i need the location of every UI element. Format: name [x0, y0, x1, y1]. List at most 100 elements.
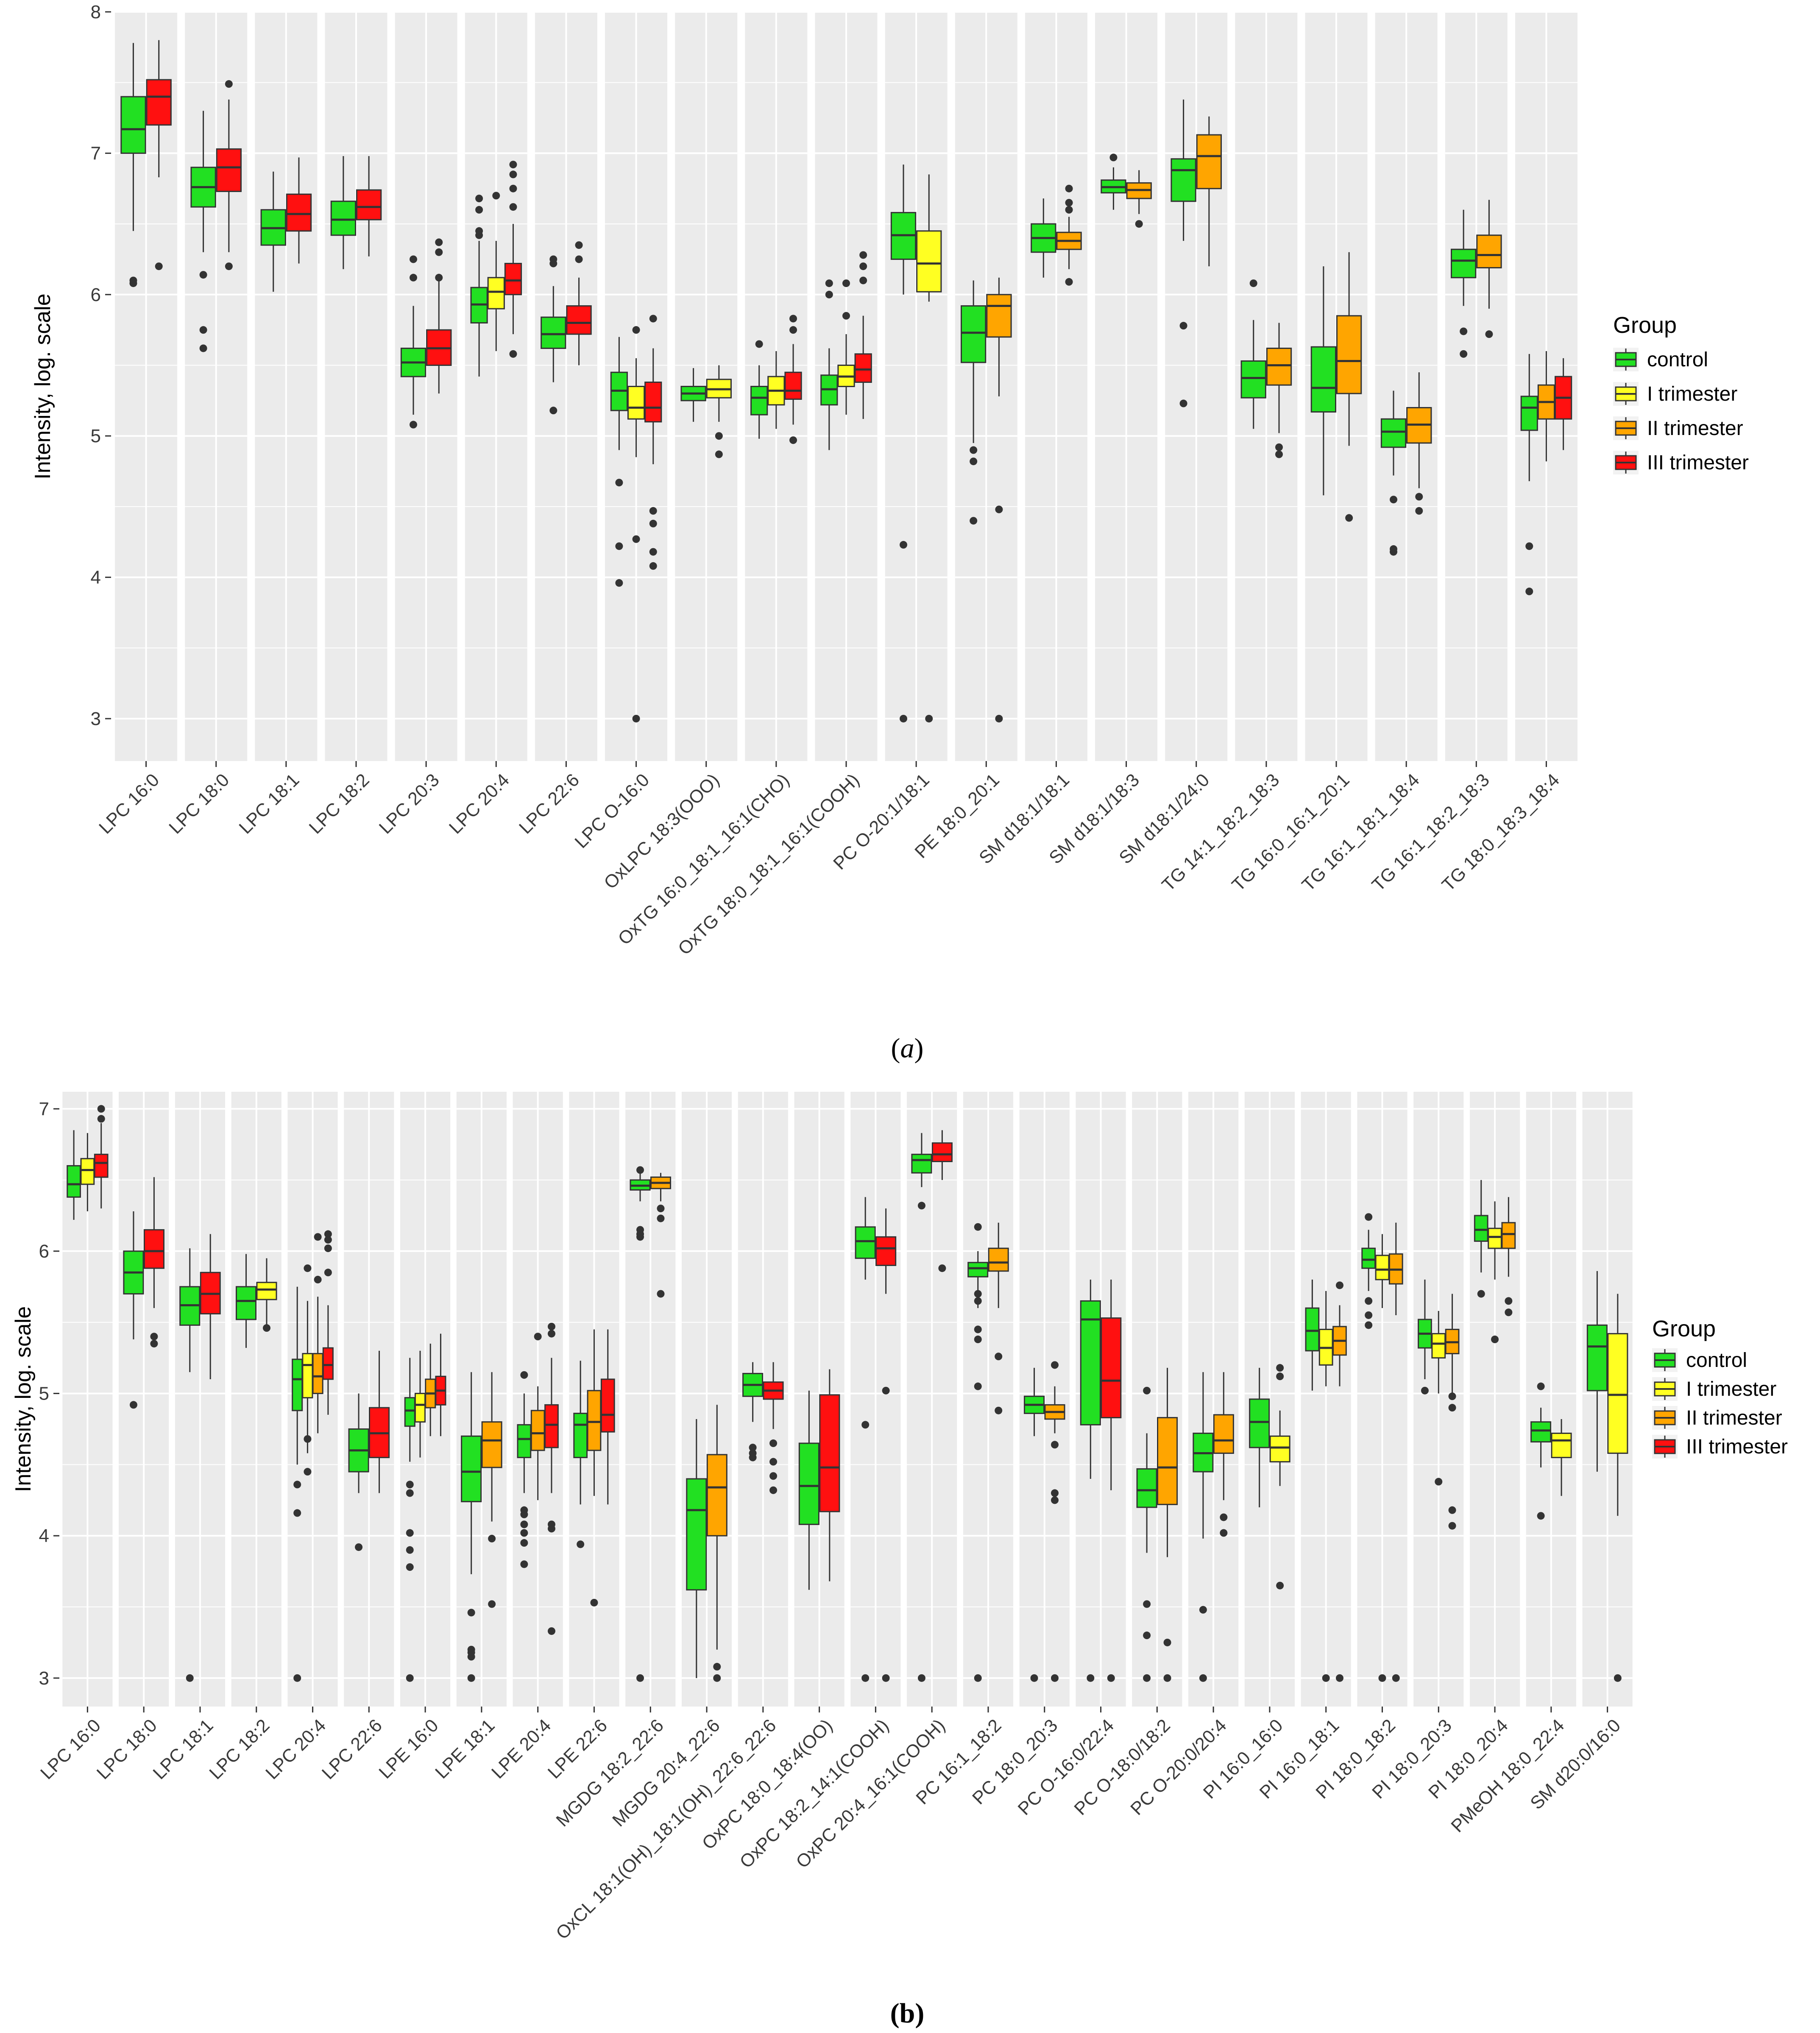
- box-pc-o-20-1-18-1-control: [890, 165, 917, 722]
- outlier-point: [129, 1401, 137, 1409]
- box-mgdg-20-4-22-6-control: [686, 1419, 707, 1678]
- outlier-point: [769, 1458, 778, 1466]
- box-iqr: [911, 1154, 932, 1174]
- outlier-point: [995, 1353, 1003, 1361]
- box-iqr: [1520, 396, 1538, 431]
- outlier-point: [467, 1609, 475, 1617]
- box-lpe-18-1-control: [461, 1372, 482, 1682]
- outlier-point: [150, 1333, 158, 1341]
- box-iqr: [1080, 1300, 1101, 1425]
- box-iqr: [544, 1404, 559, 1448]
- outlier-point: [406, 1674, 414, 1682]
- box-oxpc-18-0-18-4-oo-t3: [819, 1369, 840, 1581]
- box-oxlpc-18-3-ooo-control: [680, 368, 706, 422]
- category-lpc-22-6: [541, 12, 592, 761]
- outlier-point: [974, 1290, 982, 1298]
- outlier-point: [1392, 1674, 1400, 1682]
- outlier-point: [632, 326, 640, 334]
- outlier-point: [1485, 330, 1493, 338]
- box-lpe-18-1-t2: [481, 1372, 502, 1608]
- legend-label-t3: III trimester: [1686, 1436, 1788, 1458]
- category-oxpc-18-0-18-4-oo: [798, 1092, 840, 1707]
- box-iqr: [931, 1142, 953, 1162]
- box-lpe-20-4-t2: [530, 1333, 545, 1500]
- category-pi-18-0-20-3: [1418, 1092, 1460, 1707]
- box-lpc-22-6-t3: [566, 241, 592, 365]
- outlier-point: [520, 1539, 528, 1547]
- outlier-point: [1460, 350, 1468, 358]
- outlier-point: [1390, 548, 1398, 556]
- outlier-point: [1051, 1441, 1059, 1449]
- outlier-point: [199, 271, 207, 279]
- box-iqr: [530, 1410, 545, 1451]
- outlier-point: [1448, 1404, 1456, 1412]
- category-lpc-20-3: [400, 12, 452, 761]
- category-oxtg-16-0-18-1-16-1-cho: [750, 12, 802, 761]
- outlier-point: [355, 1543, 363, 1551]
- box-tg-18-0-18-3-18-4-t3: [1554, 358, 1572, 450]
- outlier-point: [1525, 542, 1533, 550]
- outlier-point: [324, 1244, 332, 1252]
- outlier-point: [1030, 1674, 1038, 1682]
- box-pc-o-20-0-20-4-t2: [1213, 1372, 1234, 1537]
- category-oxpc-20-4-16-1-cooh: [911, 1092, 953, 1707]
- outlier-point: [1143, 1674, 1151, 1682]
- outlier-point: [520, 1520, 528, 1528]
- outlier-point: [1365, 1311, 1373, 1319]
- outlier-point: [509, 203, 517, 211]
- category-oxcl-18-1-oh-18-1-oh-22-6-22-6: [742, 1092, 784, 1707]
- box-iqr: [587, 1390, 602, 1451]
- box-sm-d18-1-18-3-control: [1101, 153, 1126, 210]
- category-lpc-18-0: [123, 1092, 164, 1707]
- panel-letter-a: (a): [891, 1033, 924, 1064]
- outlier-point: [509, 184, 517, 192]
- x-tick-label: TG 14:1_18:2_18:3: [1158, 770, 1283, 895]
- y-axis-title: Intensity, log. scale: [31, 293, 55, 479]
- box-mgdg-20-4-22-6-t2: [706, 1405, 727, 1682]
- outlier-point: [1448, 1506, 1456, 1514]
- box-oxcl-18-1-oh-18-1-oh-22-6-22-6-control: [742, 1362, 764, 1461]
- box-iqr: [750, 386, 768, 416]
- category-sm-d18-1-24-0: [1171, 12, 1222, 761]
- box-iqr: [1305, 1307, 1320, 1352]
- outlier-point: [995, 1406, 1003, 1414]
- box-iqr: [1488, 1227, 1502, 1249]
- category-oxlpc-18-3-ooo: [680, 12, 732, 761]
- outlier-point: [1143, 1631, 1151, 1640]
- box-lpc-16-0-control: [120, 43, 146, 287]
- box-iqr: [960, 305, 987, 363]
- outlier-point: [789, 315, 797, 323]
- legend-item-t2: II trimester: [1652, 1406, 1782, 1430]
- outlier-point: [293, 1674, 301, 1682]
- outlier-point: [925, 714, 933, 722]
- outlier-point: [1421, 1386, 1429, 1394]
- outlier-point: [1448, 1522, 1456, 1530]
- outlier-point: [1491, 1336, 1499, 1344]
- category-pi-16-0-18-1: [1305, 1092, 1347, 1707]
- box-iqr: [1474, 1215, 1488, 1242]
- y-tick-label: 5: [91, 426, 101, 446]
- outlier-point: [636, 1233, 644, 1241]
- outlier-point: [1065, 199, 1073, 207]
- box-iqr: [356, 189, 382, 220]
- box-tg-14-1-18-2-18-3-control: [1240, 279, 1266, 429]
- box-iqr: [143, 1229, 164, 1269]
- category-pi-18-0-20-4: [1474, 1092, 1516, 1707]
- box-iqr: [1101, 1317, 1122, 1419]
- legend-title: Group: [1652, 1316, 1716, 1341]
- x-tick-label: OxLPC 18:3(OOO): [600, 770, 724, 893]
- box-iqr: [644, 381, 662, 423]
- box-lpc-22-6-t3: [369, 1350, 390, 1493]
- box-pc-16-1-18-2-control: [967, 1223, 989, 1682]
- legend: Group control I trimester II trimester III t…: [1613, 312, 1749, 474]
- outlier-point: [225, 262, 233, 271]
- box-iqr: [1213, 1414, 1234, 1454]
- outlier-point: [1415, 507, 1423, 515]
- outlier-point: [475, 206, 483, 214]
- box-iqr: [216, 148, 242, 192]
- outlier-point: [938, 1264, 946, 1272]
- outlier-point: [1163, 1674, 1171, 1682]
- box-lpe-22-6-t2: [587, 1329, 602, 1606]
- outlier-point: [789, 326, 797, 334]
- box-pi-18-0-20-4-t1: [1488, 1201, 1502, 1344]
